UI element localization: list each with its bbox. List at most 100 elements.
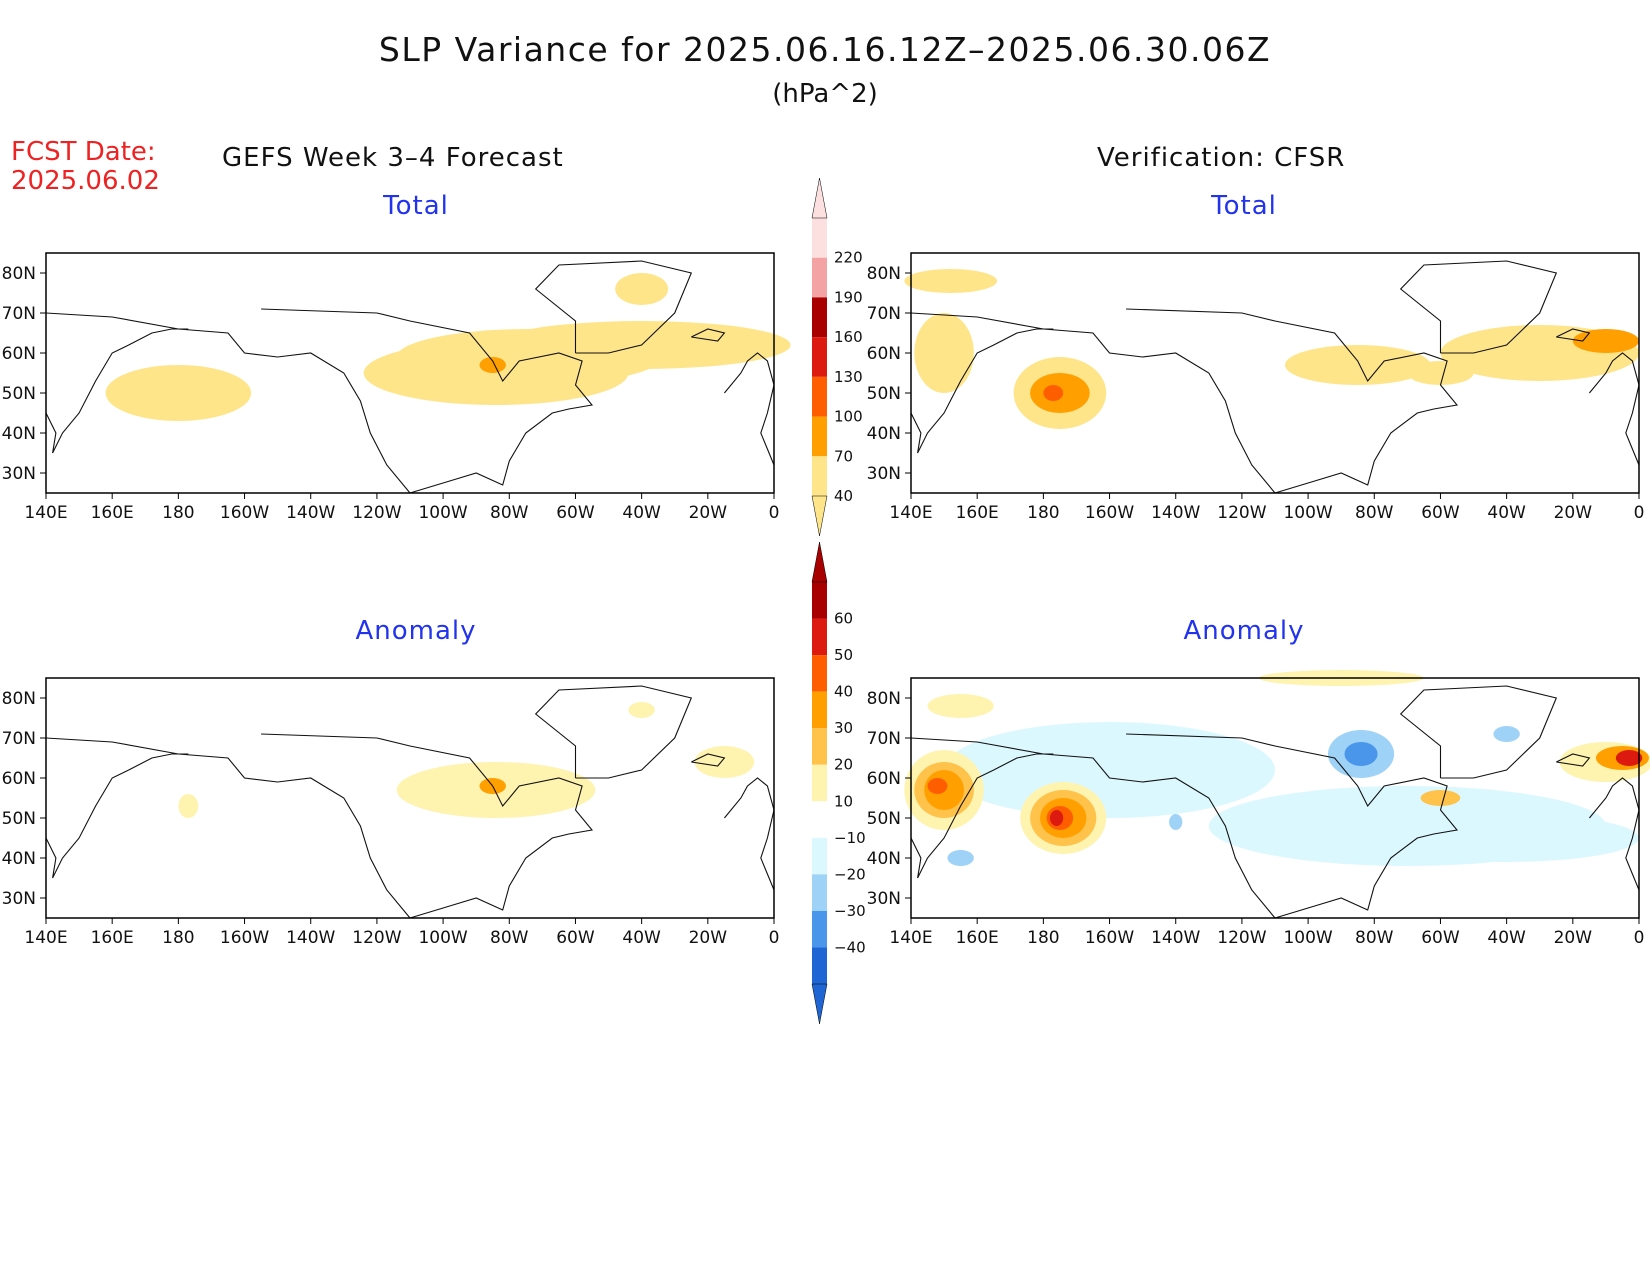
- lon-label: 80W: [1355, 503, 1394, 523]
- contour-region: [1169, 814, 1183, 830]
- coastline: [1556, 753, 1591, 767]
- colorbar-swatch: [812, 618, 827, 656]
- coastline: [723, 352, 775, 466]
- lon-label: 100W: [1283, 503, 1332, 523]
- contour-region: [927, 694, 994, 718]
- colorbar-swatch: [812, 874, 827, 911]
- lon-label: 180: [1027, 928, 1059, 948]
- anomaly-colorbar: 60 50 40 30 20 10 −10 −20 −30 −40: [811, 541, 866, 1025]
- coastline: [723, 777, 775, 891]
- lon-label: 60W: [1421, 928, 1460, 948]
- lon-label: 120W: [1217, 503, 1266, 523]
- lon-label: 160W: [1085, 928, 1134, 948]
- contour-region: [1615, 750, 1643, 766]
- colorbar-top-arrow: [811, 177, 828, 219]
- coastline: [1126, 733, 1459, 919]
- contour-region: [944, 722, 1275, 818]
- lon-label: 140E: [24, 928, 67, 948]
- lon-label: 40W: [622, 503, 661, 523]
- verif-total-coastlines: 140E 160E 180 160W 140W 120W 100W 80W 60W 40W 20W 0…: [867, 252, 1644, 523]
- lon-label: 0: [1634, 928, 1645, 948]
- lon-label: 140E: [889, 503, 932, 523]
- colorbar-label: 40: [834, 683, 853, 701]
- lon-label: 120W: [352, 928, 401, 948]
- colorbar-swatch: [812, 376, 827, 417]
- lon-label: 0: [769, 928, 780, 948]
- contour-region: [1374, 814, 1639, 862]
- lat-label: 30N: [2, 464, 36, 484]
- lon-label: 60W: [556, 928, 595, 948]
- colorbar-swatch: [812, 416, 827, 457]
- lon-label: 140W: [286, 928, 335, 948]
- verif-total-title: Total: [1211, 191, 1277, 221]
- contour-region: [615, 273, 669, 305]
- coastline: [1556, 328, 1591, 342]
- lon-label: 40W: [1487, 928, 1526, 948]
- lon-label: 60W: [556, 503, 595, 523]
- coastline: [910, 328, 1054, 454]
- colorbar-label: 10: [834, 792, 853, 810]
- lat-label: 40N: [867, 849, 901, 869]
- contour-region: [914, 313, 974, 393]
- map-frame: [45, 677, 775, 919]
- lat-label: 50N: [2, 809, 36, 829]
- map-frame: [45, 252, 775, 494]
- colorbar-bottom-arrow: [811, 495, 828, 537]
- colorbar-swatch: [812, 655, 827, 692]
- lon-label: 20W: [1554, 928, 1593, 948]
- colorbar-label: −30: [834, 902, 866, 920]
- colorbar-label: 50: [834, 646, 853, 664]
- lon-label: 160E: [91, 928, 134, 948]
- lon-label: 80W: [490, 503, 529, 523]
- lon-label: 100W: [1283, 928, 1332, 948]
- lon-label: 140E: [24, 503, 67, 523]
- coastline: [45, 753, 189, 879]
- coastline: [534, 685, 693, 779]
- lon-label: 40W: [1487, 503, 1526, 523]
- colorbar-swatch: [812, 297, 827, 338]
- colorbar-label: 20: [834, 756, 853, 774]
- lat-label: 60N: [867, 344, 901, 364]
- total-colorbar: 220 190 160 130 100 70 40: [811, 177, 863, 537]
- colorbar-label: 60: [834, 610, 853, 628]
- coastline: [261, 733, 594, 919]
- lat-label: 60N: [867, 769, 901, 789]
- coastline: [1399, 260, 1558, 354]
- coastline: [691, 753, 726, 767]
- verif-total-contours: [904, 269, 1639, 429]
- contour-region: [628, 702, 655, 718]
- colorbar-swatch: [812, 947, 827, 984]
- lon-label: 100W: [418, 503, 467, 523]
- map-frame: [910, 252, 1640, 494]
- coastline: [45, 328, 189, 454]
- colorbar-bottom-arrow: [811, 983, 828, 1025]
- lat-label: 80N: [867, 689, 901, 709]
- coastline: [1126, 308, 1459, 494]
- lon-label: 80W: [490, 928, 529, 948]
- lat-label: 60N: [2, 769, 36, 789]
- contour-region: [1407, 361, 1474, 385]
- coastline: [534, 260, 693, 354]
- lat-label: 80N: [2, 264, 36, 284]
- verif-anomaly-coastlines: 140E 160E 180 160W 140W 120W 100W 80W 60W 40W 20W 0…: [867, 677, 1645, 948]
- lon-label: 40W: [622, 928, 661, 948]
- verification-column-title: Verification: CFSR: [1097, 143, 1346, 173]
- colorbar-swatch: [812, 801, 827, 838]
- colorbar-swatch: [812, 837, 827, 875]
- colorbar-label: 160: [834, 328, 863, 346]
- verif-anomaly-title: Anomaly: [1183, 616, 1305, 646]
- lat-label: 70N: [2, 729, 36, 749]
- colorbar-swatch: [812, 337, 827, 377]
- contour-region: [105, 365, 252, 421]
- fcst-date-label: FCST Date:: [11, 137, 156, 167]
- lon-label: 180: [162, 503, 194, 523]
- lon-label: 160E: [956, 928, 999, 948]
- forecast-anomaly-coastlines: 140E 160E 180 160W 140W 120W 100W 80W 60W 40W 20W 0…: [2, 677, 780, 948]
- lat-label: 40N: [2, 424, 36, 444]
- colorbar-swatch: [812, 910, 827, 948]
- forecast-total-coastlines: 140E 160E 180 160W 140W 120W 100W 80W 60W 40W 20W 0…: [2, 252, 779, 523]
- lon-label: 140W: [1151, 928, 1200, 948]
- lat-label: 70N: [2, 304, 36, 324]
- lon-label: 80W: [1355, 928, 1394, 948]
